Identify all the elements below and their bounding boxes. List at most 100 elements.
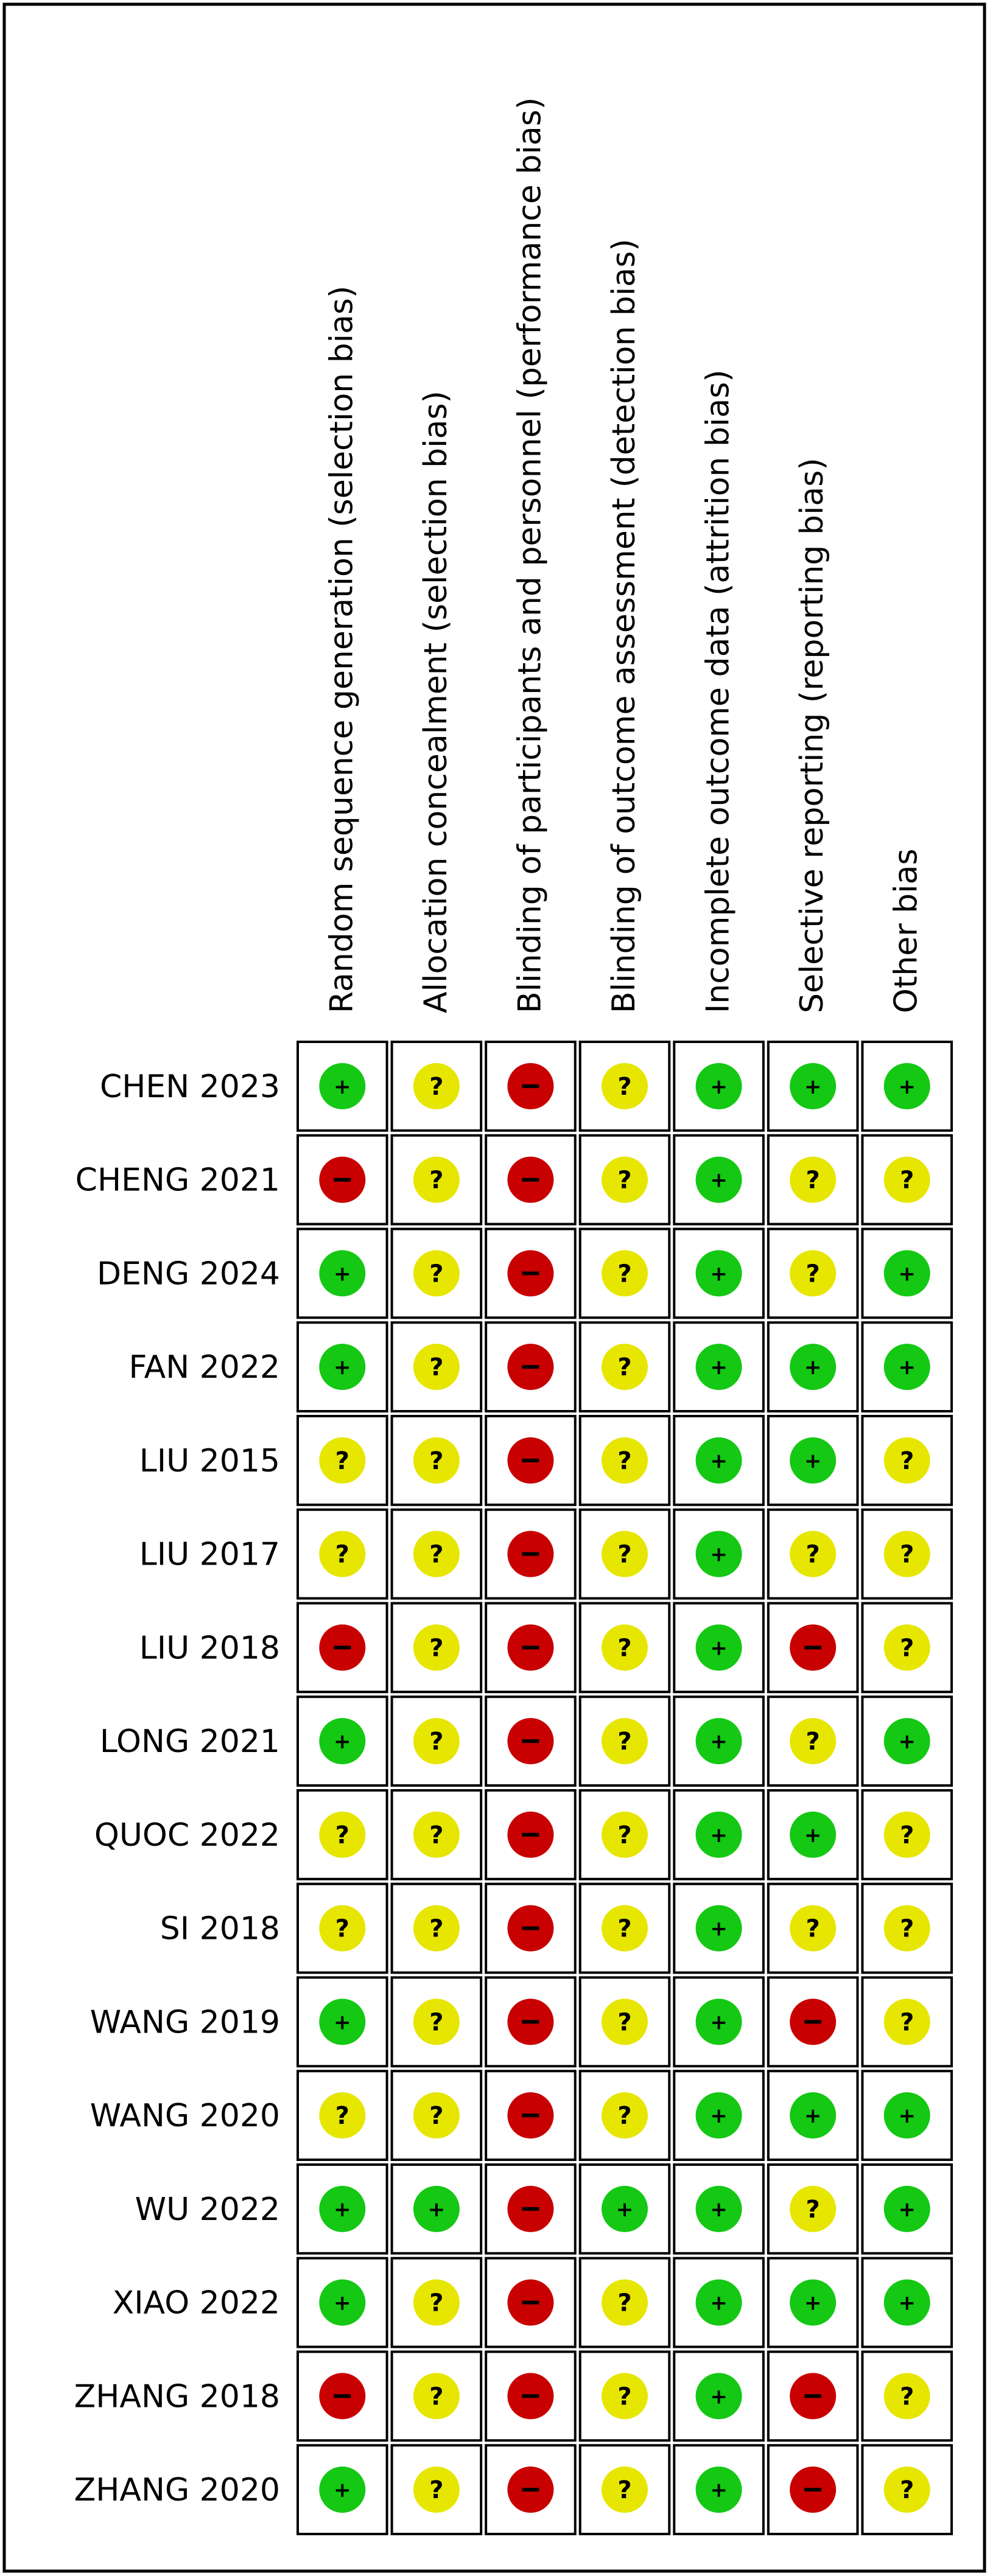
question-icon [601, 1531, 648, 1577]
question-icon [790, 1905, 837, 1952]
minus-glyph [522, 1739, 539, 1744]
question-glyph: ? [806, 1260, 820, 1288]
minus-glyph [522, 1271, 539, 1276]
minus-glyph [804, 1646, 822, 1650]
plus-glyph: + [334, 1730, 351, 1754]
question-glyph: ? [617, 1073, 631, 1101]
question-icon [790, 1531, 837, 1577]
plus-icon [790, 1344, 837, 1391]
question-icon [601, 1437, 648, 1484]
grid-cell [485, 1602, 577, 1694]
question-icon [319, 2092, 366, 2139]
row-labels: CHEN 2023 CHENG 2021 DENG 2024 FAN 2022 LIU … [74, 1069, 280, 2508]
question-icon [413, 2373, 460, 2420]
question-icon [413, 1624, 460, 1671]
study-label: WU 2022 [135, 2191, 280, 2228]
column-label: Blinding of outcome assessment (detectio… [606, 239, 642, 1013]
question-glyph: ? [429, 2476, 443, 2504]
question-glyph: ? [806, 1728, 820, 1756]
question-glyph: ? [806, 1915, 820, 1943]
question-glyph: ? [335, 1915, 349, 1943]
question-icon [883, 1811, 930, 1858]
question-glyph: ? [617, 1447, 631, 1475]
question-icon [319, 1811, 366, 1858]
study-label: CHENG 2021 [75, 1162, 280, 1199]
column-label: Allocation concealment (selection bias) [418, 391, 454, 1013]
question-icon [883, 1156, 930, 1203]
judgement-grid: +?? + + +?? +? ? +?? +? + +?? + + +??? + +???? +???? + ? +… [297, 1041, 953, 2535]
question-glyph: ? [429, 1073, 443, 1101]
question-icon [413, 1718, 460, 1765]
plus-glyph: + [334, 2291, 351, 2316]
question-icon [790, 1718, 837, 1765]
question-icon [790, 1250, 837, 1297]
minus-glyph [522, 2394, 539, 2398]
plus-glyph: + [804, 2291, 822, 2316]
plus-glyph: + [710, 1917, 728, 1941]
plus-glyph: + [710, 2478, 728, 2502]
minus-glyph [804, 2020, 822, 2024]
question-icon [601, 2279, 648, 2326]
plus-icon [695, 1624, 742, 1671]
grid-cell [767, 1508, 859, 1600]
question-glyph: ? [335, 1821, 349, 1849]
plus-icon [695, 1437, 742, 1484]
question-icon [319, 1437, 366, 1484]
question-icon [883, 1531, 930, 1577]
question-icon [413, 2279, 460, 2326]
plus-icon [883, 2279, 930, 2326]
question-icon [883, 1998, 930, 2045]
plus-icon [319, 2185, 366, 2232]
study-label: WANG 2019 [90, 2004, 280, 2040]
question-glyph: ? [617, 1541, 631, 1569]
minus-glyph [522, 1084, 539, 1088]
plus-glyph: + [898, 1075, 916, 1099]
question-glyph: ? [429, 1728, 443, 1756]
minus-glyph [522, 1178, 539, 1182]
plus-icon [695, 1250, 742, 1297]
question-glyph: ? [429, 1353, 443, 1381]
question-icon [319, 1905, 366, 1952]
question-glyph: ? [429, 2382, 443, 2410]
plus-icon [883, 1718, 930, 1765]
plus-icon [319, 1344, 366, 1391]
question-glyph: ? [335, 2102, 349, 2130]
plus-icon [695, 1811, 742, 1858]
plus-glyph: + [898, 1355, 916, 1380]
grid-cell [673, 1041, 765, 1132]
question-icon [601, 1718, 648, 1765]
column-label: Other bias [888, 848, 925, 1013]
question-glyph: ? [617, 1167, 631, 1195]
study-label: FAN 2022 [129, 1349, 280, 1386]
plus-glyph: + [334, 1262, 351, 1286]
question-icon [601, 2466, 648, 2513]
plus-icon [319, 2466, 366, 2513]
question-glyph: ? [900, 1447, 914, 1475]
minus-glyph [334, 2394, 351, 2398]
question-icon [601, 1344, 648, 1391]
plus-glyph: + [804, 2104, 822, 2128]
question-glyph: ? [429, 1167, 443, 1195]
plus-icon [695, 2185, 742, 2232]
plus-icon [790, 1437, 837, 1484]
question-icon [413, 1437, 460, 1484]
question-icon [413, 1344, 460, 1391]
column-label: Blinding of participants and personnel (… [511, 97, 548, 1013]
minus-glyph [522, 2300, 539, 2305]
grid-cell [297, 1227, 388, 1319]
plus-glyph: + [710, 1449, 728, 1473]
plus-icon [790, 2092, 837, 2139]
question-glyph: ? [900, 1634, 914, 1662]
question-glyph: ? [617, 1260, 631, 1288]
question-glyph: ? [900, 2008, 914, 2036]
plus-icon [790, 2279, 837, 2326]
study-label: WANG 2020 [90, 2098, 280, 2134]
question-glyph: ? [429, 1447, 443, 1475]
plus-glyph: + [334, 1075, 351, 1099]
plus-glyph: + [710, 1823, 728, 1848]
question-glyph: ? [617, 2382, 631, 2410]
plus-icon [695, 2373, 742, 2420]
question-icon [790, 2185, 837, 2232]
plus-icon [883, 1344, 930, 1391]
plus-glyph: + [804, 1823, 822, 1848]
